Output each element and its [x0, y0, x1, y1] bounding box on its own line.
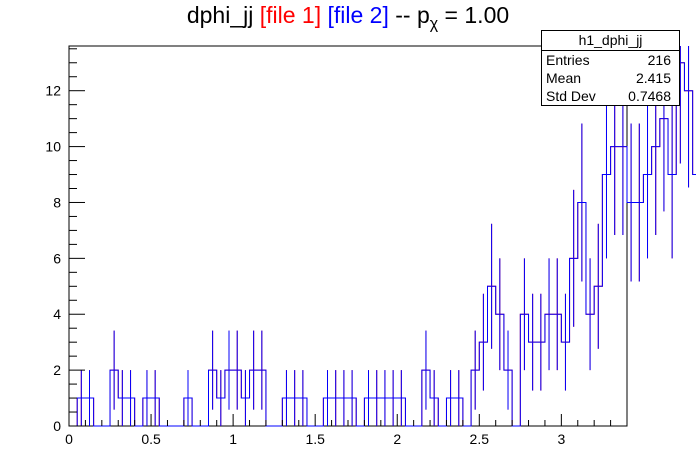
stats-title: h1_dphi_jj [542, 31, 679, 51]
title-sub: χ [429, 15, 439, 33]
x-tick-label: 2 [393, 431, 401, 447]
y-tick-label: 10 [45, 139, 61, 155]
title-prefix: dphi_jj [186, 2, 260, 28]
y-tick-label: 12 [45, 83, 61, 99]
stats-label: Entries [546, 52, 590, 68]
x-tick-label: 1 [229, 431, 237, 447]
y-tick-label: 2 [53, 362, 61, 378]
y-tick-label: 8 [53, 194, 61, 210]
x-tick-label: 0.5 [141, 431, 161, 447]
stats-value: 0.7468 [628, 88, 671, 104]
title-file1: [file 1] [259, 2, 322, 28]
series-line-2 [69, 62, 696, 427]
chart-title: dphi_jj [file 1] [file 2] -- pχ = 1.00 [0, 2, 696, 34]
stats-row-stddev: Std Dev 0.7468 [542, 87, 679, 105]
x-tick-label: 1.5 [305, 431, 325, 447]
y-tick-label: 6 [53, 250, 61, 266]
axes: 0 0.5 1 1.5 2 2.5 3 0 2 4 6 8 10 12 [45, 48, 628, 447]
stats-value: 2.415 [635, 70, 671, 86]
stats-box: h1_dphi_jj Entries 216 Mean 2.415 Std Dev 0… [541, 30, 680, 106]
stats-value: 216 [647, 52, 671, 68]
stats-label: Mean [546, 70, 582, 86]
x-tick-label: 0 [65, 431, 73, 447]
x-tick-label: 2.5 [470, 431, 490, 447]
title-file2: [file 2] [327, 2, 389, 28]
histogram-lines [69, 62, 696, 427]
stats-label: Std Dev [546, 88, 596, 104]
stats-row-mean: Mean 2.415 [542, 69, 679, 87]
y-tick-label: 4 [53, 306, 61, 322]
title-mid: -- p [388, 2, 430, 28]
stats-row-entries: Entries 216 [542, 51, 679, 69]
title-suffix: = 1.00 [438, 2, 510, 28]
x-tick-label: 3 [557, 431, 565, 447]
y-tick-label: 0 [53, 418, 61, 434]
